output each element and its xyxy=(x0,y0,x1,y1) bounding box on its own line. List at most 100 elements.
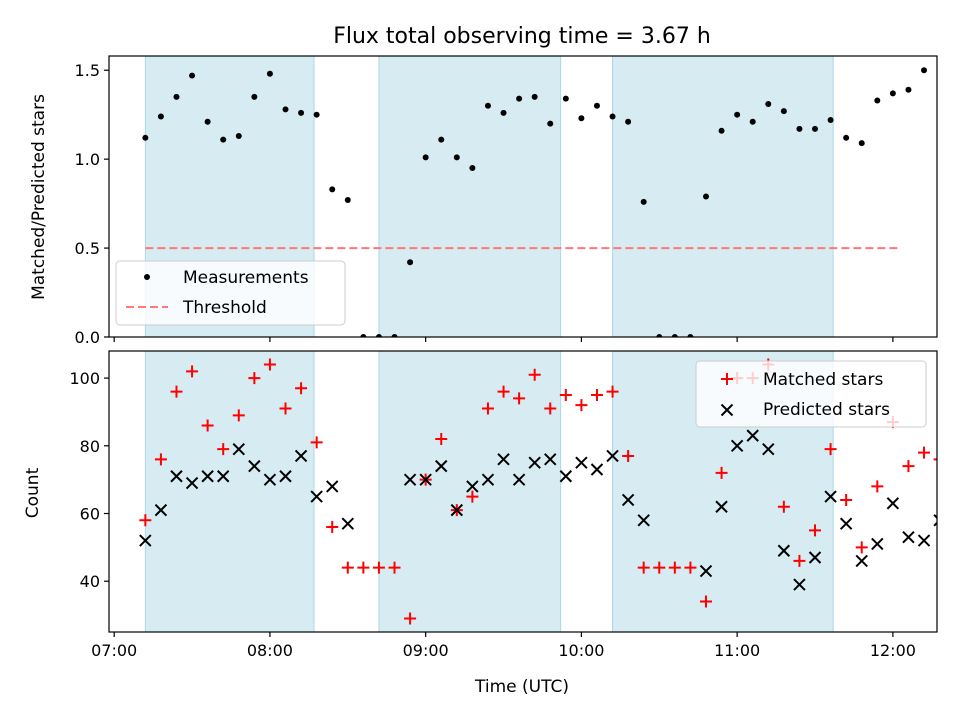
data-point xyxy=(341,561,354,574)
data-point xyxy=(874,97,881,104)
x-tick-label: 07:00 xyxy=(91,641,137,660)
data-point xyxy=(372,561,385,574)
data-point xyxy=(609,113,616,120)
data-point xyxy=(640,198,647,205)
data-point xyxy=(422,154,429,161)
data-point xyxy=(516,95,523,102)
data-point xyxy=(403,473,417,486)
legend-swatch xyxy=(720,403,734,417)
x-tick-label: 12:00 xyxy=(870,641,916,660)
data-point xyxy=(671,334,678,337)
data-point xyxy=(528,368,541,381)
plot-area xyxy=(139,358,960,625)
data-point xyxy=(793,578,806,591)
data-point xyxy=(824,443,837,456)
data-point xyxy=(528,456,541,469)
data-point xyxy=(578,115,585,122)
chart-title: Flux total observing time = 3.67 h xyxy=(333,24,711,49)
data-point xyxy=(469,165,476,172)
data-point xyxy=(839,517,853,530)
data-point xyxy=(933,514,937,527)
data-point xyxy=(952,121,958,127)
data-point xyxy=(512,473,526,486)
data-point xyxy=(544,453,557,466)
data-point xyxy=(702,193,709,200)
data-point xyxy=(360,334,367,337)
data-point xyxy=(438,136,445,143)
axes-frame xyxy=(108,55,938,338)
data-point xyxy=(949,467,960,479)
data-point xyxy=(809,524,822,537)
data-point xyxy=(466,490,479,503)
data-point xyxy=(248,459,261,473)
y-tick-label: 40 xyxy=(80,572,100,591)
bottom-y-axis-label: Count xyxy=(23,467,43,518)
data-point xyxy=(715,500,728,513)
data-point xyxy=(812,125,819,132)
data-point xyxy=(668,561,681,574)
data-point xyxy=(606,385,619,398)
data-point xyxy=(808,551,822,564)
data-point xyxy=(294,449,308,463)
data-point xyxy=(590,463,604,476)
data-point xyxy=(497,385,510,398)
data-point xyxy=(562,95,569,102)
data-point xyxy=(871,537,884,551)
data-point xyxy=(310,436,323,449)
data-point xyxy=(827,117,834,124)
data-point xyxy=(419,473,432,486)
legend-label: Predicted stars xyxy=(763,400,890,420)
data-point xyxy=(699,595,712,608)
data-point xyxy=(154,503,168,517)
data-point xyxy=(606,449,619,463)
data-point xyxy=(154,453,167,466)
legend: Matched stars Predicted stars xyxy=(695,360,927,428)
data-point xyxy=(653,561,666,574)
data-point xyxy=(762,442,775,456)
data-point xyxy=(341,517,355,530)
data-point xyxy=(575,399,588,412)
data-point xyxy=(170,385,183,398)
data-point xyxy=(625,118,632,125)
legend-swatch xyxy=(144,274,150,280)
data-point xyxy=(216,470,230,483)
data-point xyxy=(282,106,289,113)
data-point xyxy=(730,439,744,453)
data-point xyxy=(407,259,414,266)
data-point xyxy=(500,109,507,116)
data-point xyxy=(157,113,164,120)
data-point xyxy=(201,470,214,483)
data-point xyxy=(484,102,491,109)
data-point xyxy=(840,493,853,506)
shaded-interval xyxy=(378,350,562,633)
data-point xyxy=(217,443,230,456)
data-point xyxy=(453,154,460,161)
data-point xyxy=(170,470,183,483)
data-point xyxy=(497,453,510,466)
data-point xyxy=(621,493,635,507)
data-point xyxy=(824,490,837,503)
y-tick-label: 1.5 xyxy=(75,61,100,80)
data-point xyxy=(435,433,448,446)
x-tick-label: 09:00 xyxy=(403,641,449,660)
legend: Measurements Threshold xyxy=(115,260,346,326)
data-point xyxy=(950,508,960,519)
data-point xyxy=(858,140,865,147)
legend-label: Threshold xyxy=(182,298,267,318)
shaded-interval xyxy=(378,55,562,338)
data-point xyxy=(313,111,320,118)
data-point xyxy=(559,470,573,483)
data-point xyxy=(435,459,448,473)
data-point xyxy=(871,480,884,493)
top-panel: 0.0 0.5 1.0 1.5 Measurements Threshold xyxy=(75,55,958,347)
data-point xyxy=(777,544,791,557)
data-point xyxy=(329,186,336,193)
data-point xyxy=(185,476,199,490)
data-point xyxy=(699,564,713,578)
data-point xyxy=(917,534,931,547)
shaded-interval xyxy=(612,55,834,338)
data-point xyxy=(326,480,339,493)
plot-area xyxy=(142,67,958,337)
data-point xyxy=(780,108,787,115)
data-point xyxy=(905,86,912,93)
